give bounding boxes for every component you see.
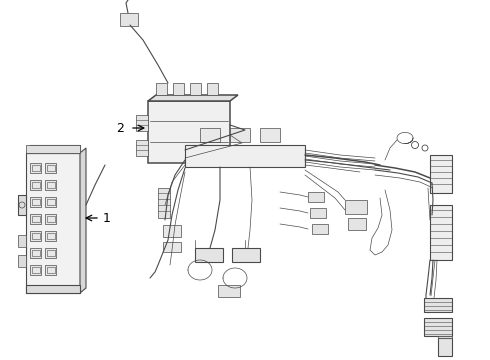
Bar bbox=[30, 231, 41, 241]
Polygon shape bbox=[18, 195, 26, 215]
Bar bbox=[31, 233, 40, 239]
Bar bbox=[230, 128, 250, 142]
Bar bbox=[195, 248, 223, 262]
Bar bbox=[47, 182, 54, 188]
Bar bbox=[312, 224, 328, 234]
Bar bbox=[424, 298, 452, 312]
Bar bbox=[190, 83, 201, 95]
Bar bbox=[18, 235, 26, 247]
Polygon shape bbox=[148, 95, 238, 101]
Bar bbox=[136, 115, 148, 131]
Bar bbox=[31, 165, 40, 171]
Bar bbox=[158, 188, 170, 218]
Polygon shape bbox=[26, 285, 80, 293]
Bar bbox=[308, 192, 324, 202]
Bar bbox=[18, 255, 26, 267]
Bar bbox=[31, 199, 40, 205]
Polygon shape bbox=[26, 145, 80, 153]
Bar bbox=[31, 182, 40, 188]
Bar bbox=[260, 128, 280, 142]
Bar bbox=[47, 267, 54, 273]
Bar bbox=[207, 83, 218, 95]
Bar bbox=[30, 163, 41, 173]
Bar bbox=[120, 13, 138, 26]
Polygon shape bbox=[80, 148, 86, 293]
Bar bbox=[30, 285, 41, 292]
Bar bbox=[31, 267, 40, 273]
Bar bbox=[156, 83, 167, 95]
Bar bbox=[345, 200, 367, 214]
Bar bbox=[185, 145, 305, 167]
Bar bbox=[47, 216, 54, 222]
Bar bbox=[47, 250, 54, 256]
Bar bbox=[45, 197, 56, 207]
Bar bbox=[163, 225, 181, 237]
Bar bbox=[26, 153, 80, 293]
Polygon shape bbox=[438, 336, 452, 338]
Bar bbox=[47, 199, 54, 205]
Bar bbox=[47, 165, 54, 171]
Bar bbox=[148, 101, 230, 163]
Bar bbox=[45, 214, 56, 224]
Bar bbox=[45, 265, 56, 275]
Bar bbox=[31, 250, 40, 256]
Bar bbox=[31, 216, 40, 222]
Bar bbox=[30, 197, 41, 207]
Bar bbox=[26, 145, 80, 153]
Bar bbox=[45, 180, 56, 190]
Bar bbox=[232, 248, 260, 262]
Bar bbox=[163, 242, 181, 252]
Bar bbox=[173, 83, 184, 95]
Bar bbox=[200, 128, 220, 142]
Bar bbox=[438, 338, 452, 356]
Text: 1: 1 bbox=[103, 212, 111, 225]
Bar bbox=[430, 155, 452, 193]
Bar bbox=[136, 140, 148, 156]
Bar bbox=[218, 285, 240, 297]
Bar bbox=[45, 231, 56, 241]
Bar bbox=[430, 205, 452, 260]
Bar bbox=[30, 180, 41, 190]
Bar bbox=[424, 318, 452, 336]
Bar bbox=[310, 208, 326, 218]
Bar bbox=[30, 265, 41, 275]
Text: 2: 2 bbox=[116, 122, 124, 135]
Bar bbox=[45, 285, 56, 292]
Bar bbox=[45, 163, 56, 173]
Bar bbox=[30, 214, 41, 224]
Bar bbox=[47, 233, 54, 239]
Bar bbox=[30, 248, 41, 258]
Bar bbox=[348, 218, 366, 230]
Bar bbox=[45, 248, 56, 258]
